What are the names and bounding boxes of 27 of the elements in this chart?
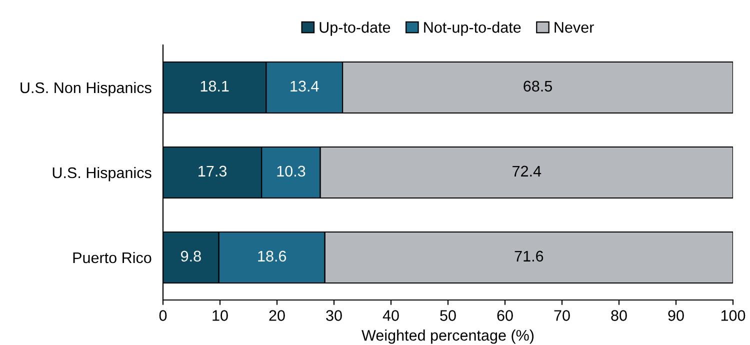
data-label: 10.3 xyxy=(277,166,306,177)
x-tick-label: 80 xyxy=(611,310,627,321)
data-label: 18.1 xyxy=(200,80,229,92)
data-label: 17.3 xyxy=(198,166,226,177)
data-label: 18.6 xyxy=(258,250,286,262)
data-label: 9.8 xyxy=(181,250,201,262)
x-tick-label: 50 xyxy=(440,310,456,321)
x-tick-label: 20 xyxy=(269,310,285,321)
x-tick-label: 100 xyxy=(721,310,746,321)
x-tick-label: 0 xyxy=(159,310,167,321)
x-tick-label: 10 xyxy=(212,310,228,321)
x-tick-label: 90 xyxy=(668,310,684,321)
x-tick-label: 60 xyxy=(497,310,513,321)
y-tick-label: U.S. Non Hispanics xyxy=(20,82,152,96)
data-label: 71.6 xyxy=(514,250,544,262)
x-tick-label: 30 xyxy=(326,310,342,321)
legend-label: Never xyxy=(554,22,594,33)
y-tick-label: U.S. Hispanics xyxy=(52,166,152,182)
legend-label: Not-up-to-date xyxy=(424,22,521,36)
data-label: 68.5 xyxy=(524,80,552,92)
x-axis-title: Weighted percentage (%) xyxy=(362,330,534,344)
data-label: 72.4 xyxy=(512,166,542,176)
data-label: 13.4 xyxy=(290,80,319,92)
x-tick-label: 40 xyxy=(382,310,399,321)
legend-label: Up-to-date xyxy=(320,22,390,36)
x-tick-label: 70 xyxy=(554,310,570,321)
y-tick-label: Puerto Rico xyxy=(73,252,152,264)
